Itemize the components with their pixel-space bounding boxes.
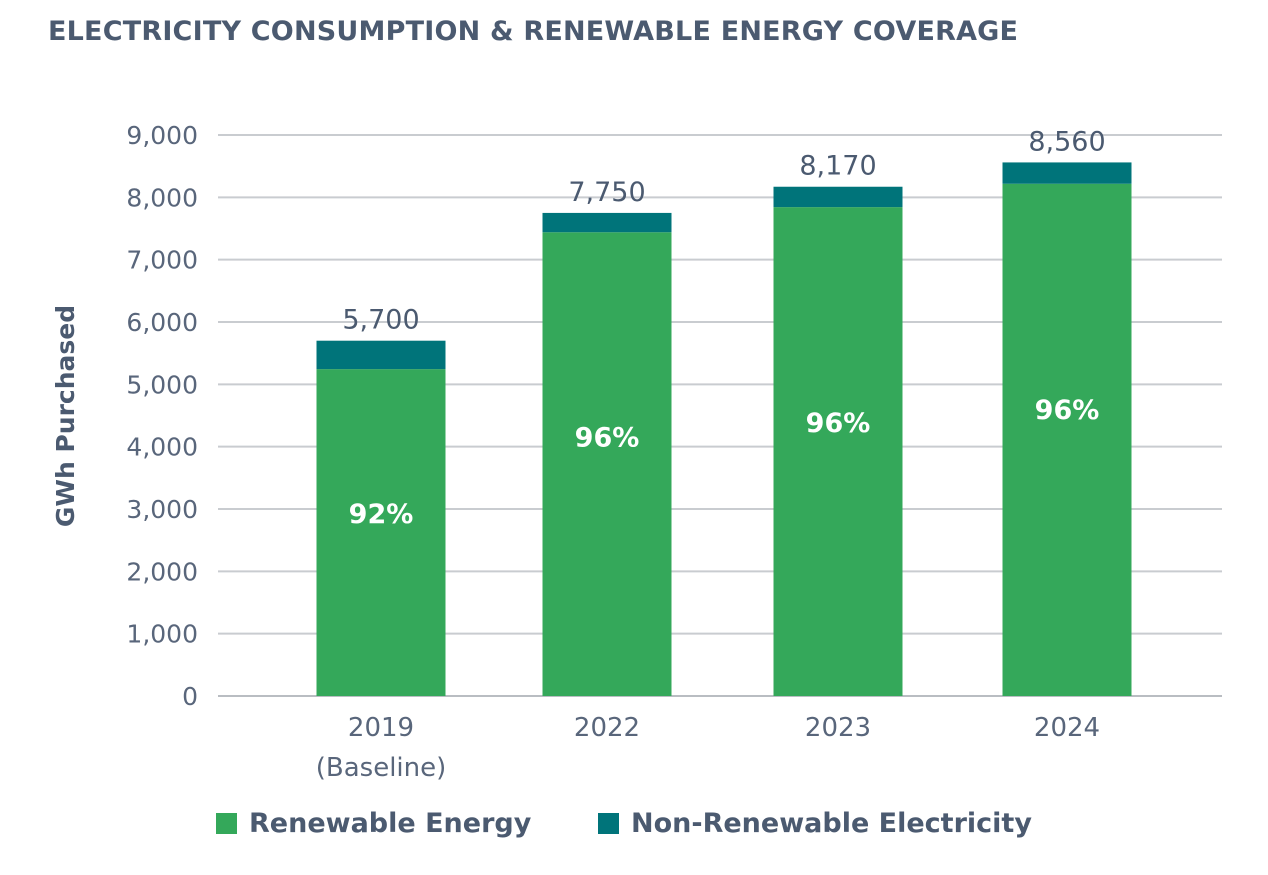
percent-label: 96% xyxy=(575,422,640,453)
bar-renewable xyxy=(1002,183,1132,697)
y-tick-label: 3,000 xyxy=(126,495,198,524)
percent-label: 92% xyxy=(349,499,414,530)
percent-label: 96% xyxy=(806,408,871,439)
labels: 0 1,000 2,000 3,000 4,000 5,000 6,000 7,000 8,00… xyxy=(126,121,1105,783)
bar-non-renewable xyxy=(1002,162,1132,184)
total-label: 5,700 xyxy=(342,305,419,336)
legend-swatch-non-renewable xyxy=(598,813,619,834)
bar-non-renewable xyxy=(316,340,446,370)
y-tick-label: 4,000 xyxy=(126,433,198,462)
x-tick-label: 2024 xyxy=(1034,713,1100,743)
x-tick-label: 2019 xyxy=(348,713,414,743)
y-tick-label: 0 xyxy=(182,682,198,711)
bar-non-renewable xyxy=(542,212,672,233)
y-tick-label: 5,000 xyxy=(126,370,198,399)
chart-title: ELECTRICITY CONSUMPTION & RENEWABLE ENER… xyxy=(48,16,1019,47)
x-tick-label: 2023 xyxy=(805,713,871,743)
total-label: 8,170 xyxy=(799,151,876,182)
y-tick-label: 8,000 xyxy=(126,183,198,212)
bar-renewable xyxy=(773,207,903,696)
x-tick-sublabel: (Baseline) xyxy=(316,753,447,783)
percent-label: 96% xyxy=(1035,395,1100,426)
x-tick-label: 2022 xyxy=(574,713,640,743)
y-tick-label: 2,000 xyxy=(126,557,198,586)
legend-label-non-renewable: Non-Renewable Electricity xyxy=(631,808,1032,839)
y-tick-label: 1,000 xyxy=(126,620,198,649)
total-label: 7,750 xyxy=(568,177,645,208)
y-tick-label: 9,000 xyxy=(126,121,198,150)
bar-renewable xyxy=(316,369,446,696)
total-label: 8,560 xyxy=(1028,126,1105,157)
legend-item-non-renewable: Non-Renewable Electricity xyxy=(598,808,1032,839)
y-tick-label: 6,000 xyxy=(126,308,198,337)
y-axis-label: GWh Purchased xyxy=(51,305,80,527)
legend-label-renewable: Renewable Energy xyxy=(249,808,532,839)
y-tick-label: 7,000 xyxy=(126,246,198,275)
legend-item-renewable: Renewable Energy xyxy=(216,808,531,839)
bar-non-renewable xyxy=(773,186,903,208)
bar-renewable xyxy=(542,232,672,697)
bars xyxy=(316,162,1132,697)
legend-swatch-renewable xyxy=(216,813,237,834)
